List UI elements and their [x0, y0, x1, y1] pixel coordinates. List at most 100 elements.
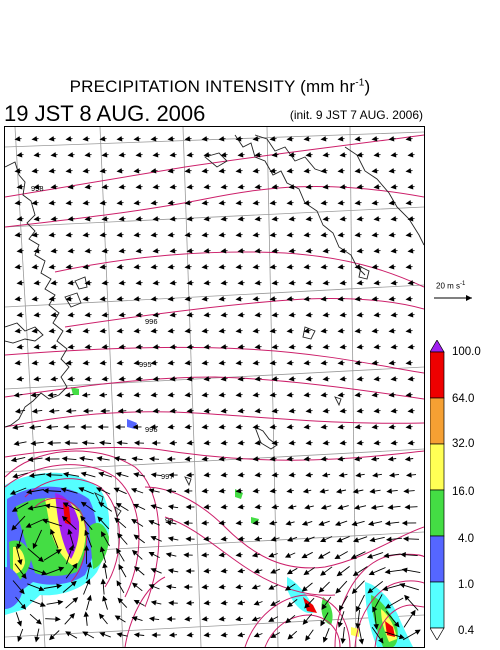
- wind-arrow-head: [67, 184, 74, 190]
- wind-arrow-head: [319, 537, 327, 543]
- wind-arrow-head: [350, 553, 357, 559]
- colorbar-label: 0.4: [458, 625, 474, 637]
- wind-arrow-head: [16, 248, 23, 254]
- wind-arrow-head: [373, 280, 380, 286]
- grid-line: [5, 206, 424, 228]
- title-end: ): [364, 77, 371, 96]
- wind-arrow-head: [114, 424, 121, 430]
- wind-arrow-head: [100, 578, 106, 585]
- wind-arrow-head: [201, 392, 208, 398]
- wind-arrow-head: [81, 392, 88, 398]
- wind-arrow-head: [322, 184, 329, 190]
- wind-arrow-head: [252, 456, 259, 462]
- wind-arrow-head: [303, 168, 310, 174]
- wind-arrow-head: [186, 376, 193, 382]
- wind-arrow-head: [305, 216, 312, 222]
- wind-arrow-head: [95, 487, 103, 493]
- wind-arrow-head: [184, 296, 191, 302]
- wind-arrow-head: [271, 408, 278, 414]
- wind-arrow-head: [33, 216, 40, 222]
- wind-arrow-head: [183, 488, 190, 494]
- wind-arrow-head: [118, 564, 124, 571]
- wind-arrow-head: [320, 136, 327, 142]
- wind-arrow-head: [407, 216, 414, 222]
- wind-arrow-head: [118, 184, 125, 190]
- wind-arrow-head: [220, 280, 227, 286]
- wind-arrow-head: [253, 600, 260, 606]
- wind-arrow-head: [50, 376, 57, 382]
- wind-arrow-head: [116, 296, 123, 302]
- wind-arrow-head: [185, 536, 191, 542]
- wind-arrow-head: [387, 504, 394, 510]
- wind-arrow-head: [286, 392, 293, 398]
- wind-arrow-head: [10, 456, 17, 463]
- wind-arrow-head: [218, 456, 225, 462]
- wind-arrow-head: [82, 631, 89, 637]
- wind-arrow-head: [286, 232, 293, 238]
- wind-arrow-head: [388, 472, 395, 478]
- wind-arrow-head: [184, 456, 191, 462]
- wind-arrow-head: [50, 152, 57, 158]
- wind-arrow-head: [235, 264, 242, 270]
- wind-arrow-head: [203, 184, 210, 190]
- wind-arrow-head: [303, 328, 310, 334]
- wind-arrow-head: [271, 248, 278, 254]
- reference-vector-value: 20 m s: [436, 281, 461, 291]
- wind-arrow-head: [305, 408, 312, 414]
- wind-arrow-head: [269, 296, 276, 302]
- wind-arrow-head: [218, 552, 225, 558]
- wind-arrow-head: [115, 471, 122, 478]
- wind-arrow-head: [57, 599, 64, 606]
- wind-arrow-head: [203, 376, 210, 382]
- wind-arrow-head: [83, 545, 90, 551]
- wind-arrow-head: [82, 136, 89, 142]
- wind-arrow-head: [49, 634, 55, 641]
- wind-arrow-head: [65, 360, 72, 366]
- wind-arrow-head: [370, 504, 377, 510]
- wind-arrow-head: [78, 487, 85, 493]
- wind-arrow-head: [269, 424, 276, 430]
- wind-arrow-head: [405, 360, 412, 366]
- wind-arrow-head: [131, 549, 138, 556]
- wind-arrow-head: [399, 582, 406, 589]
- wind-arrow-head: [14, 264, 21, 270]
- wind-arrow-head: [356, 408, 363, 414]
- grid-line: [5, 448, 424, 473]
- wind-arrow-head: [407, 408, 414, 414]
- wind-arrow-head: [220, 216, 227, 222]
- wind-arrow-head: [220, 184, 227, 190]
- wind-arrow-head: [201, 136, 208, 142]
- wind-arrow-head: [61, 456, 68, 462]
- wind-arrow-head: [35, 618, 42, 625]
- wind-arrow-head: [166, 456, 173, 462]
- wind-arrow-head: [14, 408, 21, 414]
- wind-arrow-head: [388, 200, 395, 206]
- wind-arrow-head: [169, 376, 176, 382]
- grid-line: [266, 127, 279, 647]
- wind-arrow-head: [388, 296, 395, 302]
- wind-arrow-head: [218, 488, 225, 494]
- wind-arrow-head: [80, 515, 86, 522]
- wind-arrow-head: [305, 312, 312, 318]
- wind-arrow-head: [67, 280, 74, 286]
- wind-arrow-head: [288, 344, 295, 350]
- wind-arrow-head: [369, 488, 376, 494]
- wind-arrow-head: [371, 360, 378, 366]
- wind-arrow-head: [16, 376, 23, 382]
- wind-arrow-head: [116, 168, 123, 174]
- wind-arrow-head: [98, 392, 105, 398]
- wind-arrow-head: [27, 505, 34, 511]
- wind-arrow-head: [203, 248, 210, 254]
- wind-arrow-head: [237, 344, 244, 350]
- wind-arrow-head: [81, 440, 88, 446]
- wind-arrow-head: [165, 520, 172, 526]
- wind-arrow-head: [16, 280, 23, 286]
- wind-arrow-head: [237, 408, 244, 414]
- wind-arrow-head: [337, 456, 344, 462]
- wind-arrow-head: [393, 621, 400, 628]
- wind-arrow-head: [203, 568, 210, 574]
- wind-arrow-head: [354, 504, 360, 510]
- coastlines: [5, 134, 424, 519]
- wind-arrow-head: [48, 360, 55, 366]
- wind-arrow-head: [186, 248, 193, 254]
